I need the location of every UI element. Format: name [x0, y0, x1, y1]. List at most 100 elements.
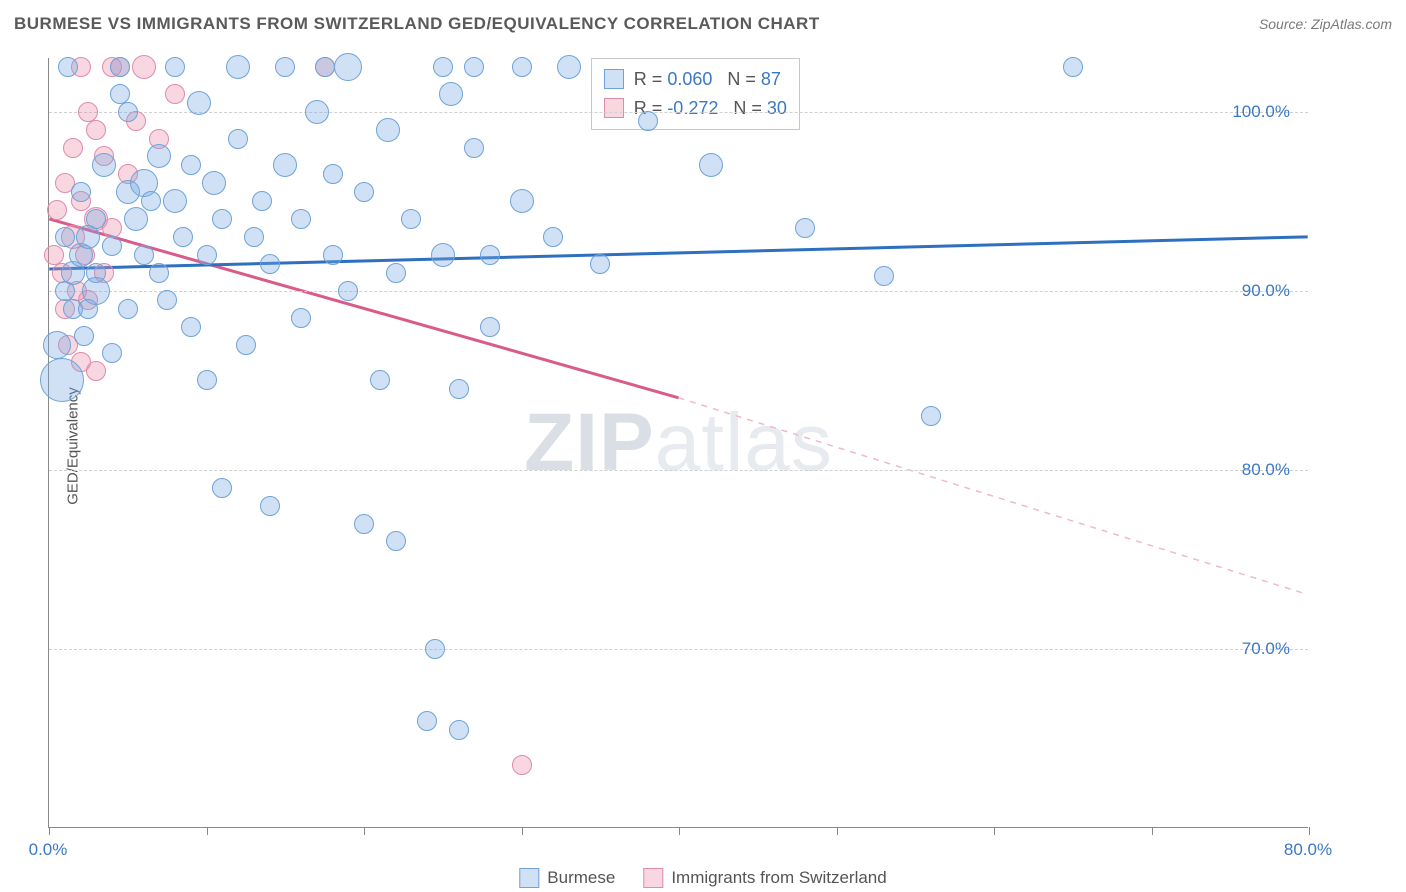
data-point-series-a	[699, 153, 723, 177]
data-point-series-a	[55, 227, 75, 247]
data-point-series-a	[157, 290, 177, 310]
data-point-series-a	[874, 266, 894, 286]
trend-lines	[49, 58, 1308, 827]
data-point-series-a	[543, 227, 563, 247]
data-point-series-a	[417, 711, 437, 731]
data-point-series-a	[149, 263, 169, 283]
data-point-series-a	[212, 478, 232, 498]
data-point-series-a	[134, 245, 154, 265]
data-point-series-a	[401, 209, 421, 229]
data-point-series-b	[165, 84, 185, 104]
legend-swatch	[604, 98, 624, 118]
gridline-horizontal	[49, 112, 1308, 113]
data-point-series-a	[1063, 57, 1083, 77]
legend-swatch	[519, 868, 539, 888]
data-point-series-a	[181, 317, 201, 337]
data-point-series-a	[512, 57, 532, 77]
x-tick	[994, 827, 995, 835]
legend-item: Immigrants from Switzerland	[643, 868, 886, 888]
correlation-stats-box: R = 0.060 N = 87R = -0.272 N = 30	[591, 58, 800, 130]
data-point-series-a	[260, 254, 280, 274]
data-point-series-a	[202, 171, 226, 195]
data-point-series-a	[74, 326, 94, 346]
data-point-series-a	[228, 129, 248, 149]
data-point-series-a	[141, 191, 161, 211]
gridline-horizontal	[49, 470, 1308, 471]
data-point-series-a	[464, 138, 484, 158]
data-point-series-a	[315, 57, 335, 77]
data-point-series-a	[323, 164, 343, 184]
legend-label: Burmese	[547, 868, 615, 888]
data-point-series-a	[236, 335, 256, 355]
data-point-series-a	[58, 57, 78, 77]
data-point-series-a	[197, 370, 217, 390]
legend-label: Immigrants from Switzerland	[671, 868, 886, 888]
data-point-series-a	[118, 102, 138, 122]
data-point-series-a	[147, 144, 171, 168]
y-tick-label: 100.0%	[1232, 102, 1290, 122]
stats-text: R = 0.060 N = 87	[634, 65, 781, 94]
watermark: ZIPatlas	[524, 396, 833, 490]
data-point-series-b	[86, 120, 106, 140]
data-point-series-a	[110, 57, 130, 77]
x-tick	[679, 827, 680, 835]
data-point-series-a	[43, 331, 71, 359]
data-point-series-a	[291, 308, 311, 328]
data-point-series-a	[124, 207, 148, 231]
data-point-series-a	[449, 379, 469, 399]
data-point-series-a	[305, 100, 329, 124]
data-point-series-a	[291, 209, 311, 229]
scatter-plot-area: ZIPatlas R = 0.060 N = 87R = -0.272 N = …	[48, 58, 1308, 828]
chart-title: BURMESE VS IMMIGRANTS FROM SWITZERLAND G…	[14, 14, 820, 34]
data-point-series-a	[275, 57, 295, 77]
data-point-series-a	[338, 281, 358, 301]
data-point-series-a	[71, 182, 91, 202]
data-point-series-a	[252, 191, 272, 211]
x-tick	[1309, 827, 1310, 835]
data-point-series-a	[439, 82, 463, 106]
data-point-series-a	[638, 111, 658, 131]
legend-swatch	[604, 69, 624, 89]
data-point-series-a	[431, 243, 455, 267]
data-point-series-a	[795, 218, 815, 238]
data-point-series-a	[590, 254, 610, 274]
data-point-series-a	[557, 55, 581, 79]
data-point-series-a	[510, 189, 534, 213]
y-tick-label: 80.0%	[1242, 460, 1290, 480]
data-point-series-a	[273, 153, 297, 177]
data-point-series-a	[425, 639, 445, 659]
data-point-series-a	[102, 236, 122, 256]
data-point-series-a	[82, 277, 110, 305]
data-point-series-a	[163, 189, 187, 213]
x-tick	[522, 827, 523, 835]
x-tick	[837, 827, 838, 835]
x-tick	[364, 827, 365, 835]
data-point-series-a	[433, 57, 453, 77]
x-tick-label: 80.0%	[1284, 840, 1332, 860]
data-point-series-a	[449, 720, 469, 740]
data-point-series-a	[40, 358, 84, 402]
data-point-series-b	[86, 361, 106, 381]
data-point-series-a	[921, 406, 941, 426]
x-tick-label: 0.0%	[29, 840, 68, 860]
data-point-series-a	[323, 245, 343, 265]
data-point-series-a	[386, 531, 406, 551]
gridline-horizontal	[49, 649, 1308, 650]
data-point-series-a	[226, 55, 250, 79]
gridline-horizontal	[49, 291, 1308, 292]
data-point-series-a	[86, 209, 106, 229]
data-point-series-a	[197, 245, 217, 265]
data-point-series-a	[92, 153, 116, 177]
series-legend: Burmese Immigrants from Switzerland	[519, 868, 886, 888]
data-point-series-a	[212, 209, 232, 229]
source-attribution: Source: ZipAtlas.com	[1259, 16, 1392, 32]
x-tick	[49, 827, 50, 835]
data-point-series-a	[370, 370, 390, 390]
y-tick-label: 90.0%	[1242, 281, 1290, 301]
data-point-series-b	[47, 200, 67, 220]
stats-row: R = 0.060 N = 87	[604, 65, 787, 94]
data-point-series-a	[187, 91, 211, 115]
data-point-series-a	[334, 53, 362, 81]
data-point-series-b	[512, 755, 532, 775]
data-point-series-a	[480, 317, 500, 337]
